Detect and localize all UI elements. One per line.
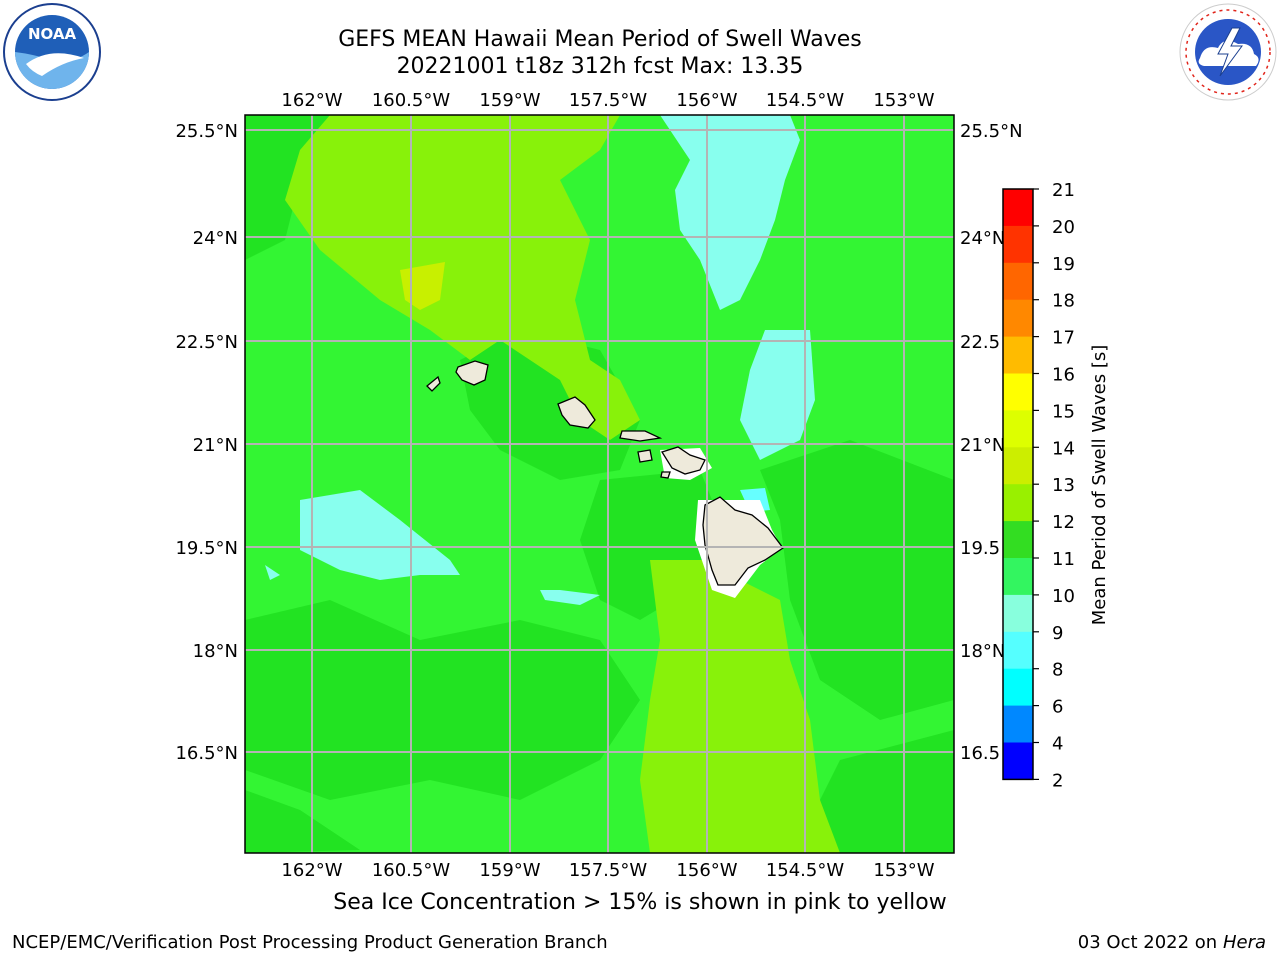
colorbar-tick-label: 20 (1052, 217, 1075, 238)
colorbar-tick-label: 19 (1052, 254, 1075, 275)
colorbar-tick-label: 11 (1052, 549, 1075, 570)
lon-tick-label: 160.5°W (372, 860, 451, 881)
colorbar-tick-label: 4 (1052, 734, 1063, 755)
colorbar-tick-label: 15 (1052, 401, 1075, 422)
colorbar-tick-label: 2 (1052, 770, 1063, 791)
colorbar-segment (1003, 189, 1033, 227)
colorbar-segment (1003, 225, 1033, 264)
swell-contour-9-10 (660, 115, 800, 310)
lon-tick-label: 156°W (676, 860, 737, 881)
lon-tick-label: 153°W (873, 860, 934, 881)
colorbar-segment (1003, 521, 1033, 559)
colorbar-segment (1003, 299, 1033, 338)
colorbar-segment (1003, 410, 1033, 448)
colorbar: 21 20 19 18 17 16 15 14 13 12 11 10 9 8 6 4 2 (1002, 180, 1075, 791)
colorbar-tick-label: 9 (1052, 623, 1063, 644)
lon-tick-label: 159°W (479, 860, 540, 881)
lat-tick-label: 18°N (193, 641, 238, 662)
lon-tick-label: 159°W (479, 90, 540, 111)
lon-labels-bottom: 162°W 160.5°W 159°W 157.5°W 156°W 154.5°W 153°… (281, 860, 934, 881)
island-oahu (557, 396, 596, 429)
swell-contour-12-13 (640, 560, 840, 853)
swell-contour-12-13 (285, 115, 640, 440)
footer-date: 03 Oct 2022 on Hera (1078, 932, 1266, 953)
swell-contour-11-12 (245, 790, 360, 853)
swell-contour-9-10 (265, 565, 280, 580)
lat-tick-label: 22.5 (960, 332, 1000, 353)
colorbar-segment (1003, 558, 1033, 596)
colorbar-tick-label: 6 (1052, 697, 1063, 718)
lon-tick-label: 162°W (281, 90, 342, 111)
island-maui (661, 446, 706, 475)
lon-tick-label: 157.5°W (569, 860, 648, 881)
map-frame (244, 114, 955, 854)
lon-tick-label: 157.5°W (569, 90, 648, 111)
colorbar-segment (1003, 594, 1033, 633)
colorbar-tick-label: 14 (1052, 438, 1075, 459)
colorbar-segment (1003, 447, 1033, 485)
lat-tick-label: 22.5°N (175, 332, 238, 353)
colorbar-tick-label: 18 (1052, 291, 1075, 312)
map-field (245, 115, 954, 853)
lon-tick-label: 156°W (676, 90, 737, 111)
swell-contour-9-10 (740, 330, 815, 460)
lat-tick-label: 19.5°N (175, 538, 238, 559)
lon-tick-label: 153°W (873, 90, 934, 111)
swell-contour-9-10 (300, 490, 460, 580)
lat-labels-right: 25.5°N 24°N 22.5 21°N 19.5 18°N 16.5 (960, 121, 1023, 764)
colorbar-segment (1003, 484, 1033, 522)
colorbar-tick-label: 10 (1052, 586, 1075, 607)
sea-ice-caption: Sea Ice Concentration > 15% is shown in … (333, 890, 947, 915)
noaa-logo: NOAA (3, 3, 101, 101)
footer-host: Hera (1222, 932, 1266, 953)
lat-tick-label: 18°N (960, 641, 1005, 662)
lat-tick-label: 24°N (193, 228, 238, 249)
colorbar-segment (1003, 336, 1033, 374)
lat-tick-label: 21°N (193, 435, 238, 456)
lon-tick-label: 154.5°W (766, 860, 845, 881)
colorbar-segment (1003, 373, 1033, 411)
island-kahoolawe (660, 471, 671, 479)
lon-labels-top: 162°W 160.5°W 159°W 157.5°W 156°W 154.5°W 153°… (281, 90, 934, 111)
colorbar-tick-label: 16 (1052, 365, 1075, 386)
island-niihau (426, 375, 441, 392)
colorbar-segment (1003, 705, 1033, 743)
colorbar-segment (1003, 262, 1033, 301)
footer-branch: NCEP/EMC/Verification Post Processing Pr… (12, 932, 608, 953)
colorbar-tick-label: 17 (1052, 328, 1075, 349)
footer-date-text: 03 Oct 2022 on (1077, 932, 1218, 953)
chart-subtitle: 20221001 t18z 312h fcst Max: 13.35 (396, 54, 804, 79)
swell-contour-9-10 (540, 590, 600, 605)
chart-title: GEFS MEAN Hawaii Mean Period of Swell Wa… (338, 27, 862, 52)
island-molokai (619, 430, 663, 442)
graticule (245, 115, 954, 853)
lat-tick-label: 16.5°N (175, 743, 238, 764)
hawaiian-islands (426, 360, 784, 598)
lon-tick-label: 154.5°W (766, 90, 845, 111)
colorbar-segment (1003, 631, 1033, 670)
lon-tick-label: 160.5°W (372, 90, 451, 111)
nws-logo (1179, 3, 1277, 101)
lat-tick-label: 21°N (960, 435, 1005, 456)
lat-tick-label: 19.5 (960, 538, 1000, 559)
lat-tick-label: 25.5°N (175, 121, 238, 142)
island-kauai (455, 360, 489, 386)
lon-tick-label: 162°W (281, 860, 342, 881)
colorbar-tick-label: 12 (1052, 512, 1075, 533)
colorbar-tick-label: 8 (1052, 660, 1063, 681)
colorbar-segment (1003, 668, 1033, 707)
swell-contour-11-12 (820, 730, 954, 853)
lat-labels-left: 25.5°N 24°N 22.5°N 21°N 19.5°N 18°N 16.5°N (175, 121, 238, 764)
lat-tick-label: 16.5 (960, 743, 1000, 764)
colorbar-tick-label: 13 (1052, 475, 1075, 496)
colorbar-tick-label: 21 (1052, 180, 1075, 201)
island-lanai (637, 449, 653, 463)
lat-tick-label: 24°N (960, 228, 1005, 249)
noaa-logo-text: NOAA (28, 25, 77, 43)
colorbar-segment (1003, 742, 1033, 780)
lat-tick-label: 25.5°N (960, 121, 1023, 142)
colorbar-label: Mean Period of Swell Waves [s] (1089, 345, 1110, 626)
